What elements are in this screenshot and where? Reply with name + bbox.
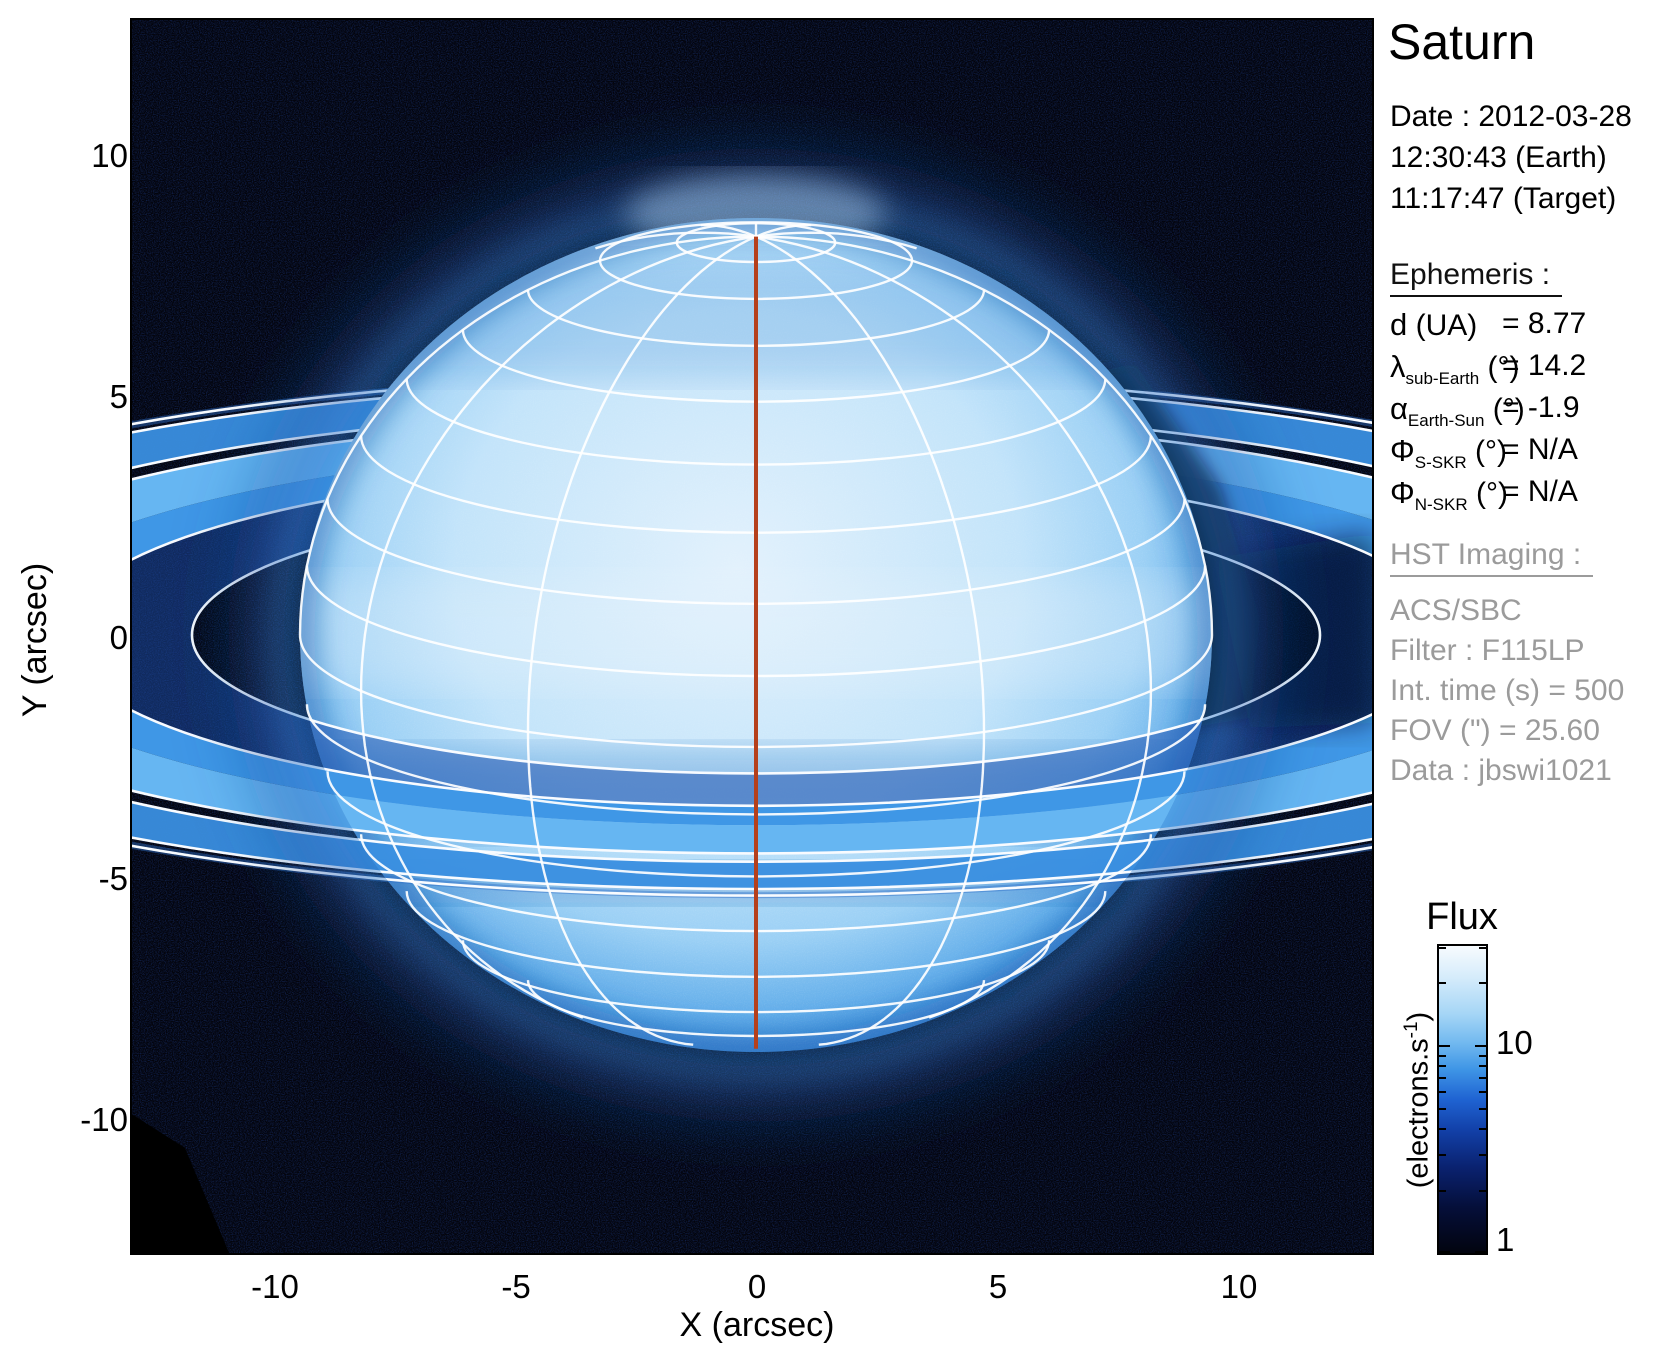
plot-frame: [130, 18, 1374, 1255]
colorbar-minor-tick: [1479, 1107, 1486, 1110]
colorbar-minor-tick: [1439, 1127, 1446, 1130]
colorbar-title: Flux: [1426, 896, 1498, 938]
x-axis-title: X (arcsec): [679, 1306, 835, 1344]
saturn-image-plot: [130, 18, 1374, 1255]
colorbar-minor-tick: [1479, 1077, 1486, 1080]
colorbar-minor-tick: [1479, 947, 1486, 949]
ephemeris-header: Ephemeris :: [1390, 258, 1563, 297]
y-tick-label: -5: [98, 860, 128, 897]
colorbar-minor-tick: [1479, 1054, 1486, 1057]
x-tick-label: -5: [501, 1268, 531, 1305]
hst-filter: Filter : F115LP: [1390, 634, 1585, 667]
colorbar-minor-tick: [1439, 1065, 1446, 1068]
detector-edge-notch: [130, 1113, 230, 1255]
colorbar-minor-tick: [1479, 1091, 1486, 1094]
hst-fov: FOV (") = 25.60: [1390, 714, 1600, 747]
colorbar-minor-tick: [1439, 982, 1446, 985]
x-tick-label: 0: [747, 1268, 767, 1305]
colorbar-tick-label: 1: [1496, 1221, 1515, 1258]
colorbar-unit-label: (electrons.s-1): [1401, 1011, 1435, 1189]
y-tick-label: 0: [109, 619, 128, 656]
hst-int-time: Int. time (s) = 500: [1390, 674, 1625, 707]
date-block: Date : 2012-03-28 12:30:43 (Earth) 11:17…: [1390, 96, 1632, 219]
ephemeris-row-s-skr: ΦS-SKR (°) = N/A: [1390, 433, 1578, 472]
colorbar-minor-tick: [1479, 982, 1486, 985]
ephemeris-row-phase-angle: αEarth-Sun (°) = -1.9: [1390, 391, 1580, 430]
colorbar-major-tick: [1475, 1045, 1486, 1047]
time-earth-line: 12:30:43 (Earth): [1390, 141, 1607, 174]
y-axis-title: Y (arcsec): [16, 562, 54, 718]
colorbar-minor-tick: [1479, 1127, 1486, 1130]
colorbar-major-tick: [1439, 1251, 1450, 1253]
time-target-line: 11:17:47 (Target): [1390, 182, 1617, 215]
colorbar-tick-label: 10: [1496, 1024, 1533, 1061]
colorbar-major-tick: [1475, 1251, 1486, 1253]
colorbar-minor-tick: [1439, 1153, 1446, 1156]
colorbar-minor-tick: [1439, 1190, 1446, 1193]
colorbar-minor-tick: [1479, 1190, 1486, 1193]
x-tick-label: 10: [1220, 1268, 1258, 1305]
y-tick-label: 10: [91, 137, 128, 174]
colorbar-minor-tick: [1439, 1054, 1446, 1057]
y-tick-label: -10: [80, 1101, 128, 1138]
ephemeris-row-distance: d (UA) = 8.77: [1390, 307, 1587, 342]
planet-grid: [298, 221, 1214, 1046]
colorbar-minor-tick: [1439, 1091, 1446, 1094]
hst-instrument: ACS/SBC: [1390, 594, 1522, 627]
colorbar-minor-tick: [1439, 1077, 1446, 1080]
hst-imaging-block: HST Imaging : ACS/SBC Filter : F115LP In…: [1390, 538, 1624, 791]
colorbar-minor-tick: [1439, 1107, 1446, 1110]
colorbar-minor-tick: [1479, 1065, 1486, 1068]
date-line: Date : 2012-03-28: [1390, 100, 1632, 133]
colorbar-minor-tick: [1479, 1153, 1486, 1156]
colorbar-minor-tick: [1439, 947, 1446, 949]
ephemeris-row-n-skr: ΦN-SKR (°) = N/A: [1390, 475, 1578, 514]
colorbar: [1437, 944, 1488, 1255]
ephemeris-row-sub-earth-lat: λsub-Earth (°) = 14.2: [1390, 349, 1587, 388]
x-tick-label: 5: [988, 1268, 1008, 1305]
page-title: Saturn: [1388, 14, 1536, 70]
ephemeris-block: Ephemeris : d (UA) = 8.77 λsub-Earth (°)…: [1390, 258, 1587, 517]
saturn-scene: [130, 18, 1374, 1255]
hst-data-id: Data : jbswi1021: [1390, 754, 1612, 787]
y-tick-label: 5: [109, 378, 128, 415]
x-tick-label: -10: [251, 1268, 299, 1305]
colorbar-major-tick: [1439, 1045, 1450, 1047]
hst-imaging-header: HST Imaging :: [1390, 538, 1594, 577]
